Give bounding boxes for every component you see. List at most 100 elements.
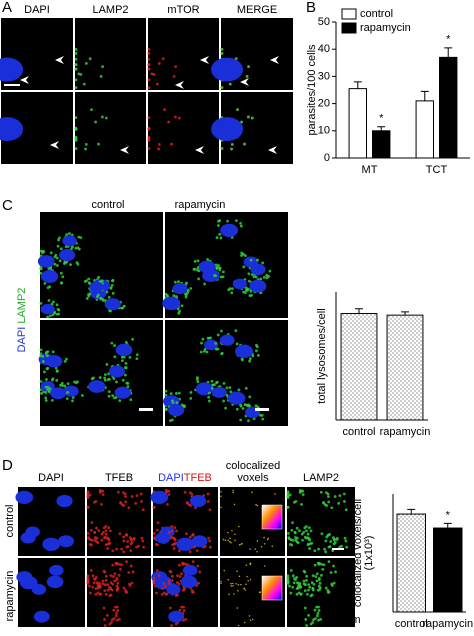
speckle: [104, 373, 107, 377]
speckle: [66, 391, 70, 394]
speckle: [234, 533, 236, 535]
speckle: [107, 526, 111, 530]
speckle: [239, 418, 243, 422]
speckle: [211, 383, 215, 387]
speckle: [233, 503, 236, 506]
speckle: [222, 270, 225, 274]
speckle: [172, 294, 176, 298]
speckle: [244, 386, 248, 390]
speckle: [256, 405, 260, 409]
speckle: [228, 82, 232, 86]
nucleus: [20, 532, 36, 544]
row-label: TCT: [5, 94, 27, 106]
speckle: [193, 267, 197, 271]
nucleus: [212, 386, 227, 398]
speckle: [175, 593, 179, 597]
speckle: [84, 147, 87, 151]
speckle: [165, 407, 168, 411]
speckle: [271, 545, 274, 547]
bar: [396, 513, 426, 613]
speckle: [121, 378, 125, 382]
speckle: [75, 380, 79, 384]
speckle: [318, 586, 322, 590]
speckle: [110, 588, 114, 592]
speckle: [316, 614, 319, 618]
row-label: MT: [5, 20, 21, 32]
speckle: [74, 246, 78, 250]
speckle: [235, 407, 239, 411]
y-tick-label: 0: [324, 152, 330, 164]
significance: *: [446, 34, 451, 46]
speckle: [129, 398, 133, 402]
micrograph: [86, 487, 151, 556]
speckle: [180, 572, 183, 576]
speckle: [302, 530, 306, 534]
y-axis-label: (1x10³): [363, 536, 375, 571]
speckle: [166, 502, 169, 506]
speckle: [73, 380, 76, 384]
speckle: [130, 581, 134, 585]
speckle: [150, 72, 154, 76]
channel-label: mTOR: [167, 4, 199, 16]
speckle: [232, 489, 234, 492]
speckle: [205, 350, 209, 354]
speckle: [255, 503, 257, 506]
speckle: [85, 297, 89, 300]
speckle: [333, 495, 337, 498]
speckle: [122, 586, 126, 590]
speckle: [344, 508, 348, 512]
speckle: [86, 531, 90, 535]
speckle: [318, 581, 322, 585]
speckle: [327, 533, 330, 537]
speckle: [217, 264, 220, 267]
speckle: [215, 265, 219, 269]
speckle: [191, 560, 195, 564]
channel-label: DAPI: [24, 4, 50, 16]
speckle: [207, 391, 211, 395]
speckle: [247, 580, 250, 582]
speckle: [246, 575, 248, 578]
speckle: [286, 494, 290, 497]
speckle: [124, 495, 127, 499]
speckle: [85, 279, 88, 283]
speckle: [117, 573, 121, 577]
speckle: [316, 588, 320, 592]
speckle: [141, 508, 145, 512]
micrograph: [74, 18, 146, 90]
speckle: [182, 605, 185, 609]
channel-label: DAPITFEB: [158, 472, 212, 484]
speckle: [293, 500, 296, 504]
speckle: [55, 369, 59, 373]
speckle: [237, 624, 240, 627]
nucleus: [89, 281, 104, 293]
speckle: [256, 540, 259, 542]
speckle: [184, 562, 188, 566]
x-tick-label: rapamycin: [422, 618, 473, 630]
nucleus: [155, 532, 171, 544]
speckle: [98, 376, 102, 379]
speckle: [104, 578, 108, 582]
speckle: [147, 127, 151, 131]
speckle: [237, 589, 239, 592]
nucleus: [195, 382, 214, 396]
arrowhead: [20, 76, 29, 84]
speckle: [126, 545, 130, 549]
speckle: [111, 563, 115, 567]
speckle: [109, 593, 113, 597]
speckle: [239, 404, 243, 408]
speckle: [87, 281, 91, 285]
speckle: [314, 575, 318, 578]
nucleus: [232, 278, 247, 290]
colormap-inset: [261, 575, 283, 601]
speckle: [46, 385, 50, 389]
speckle: [229, 537, 231, 540]
speckle: [65, 397, 69, 401]
speckle: [206, 492, 210, 496]
speckle: [218, 268, 222, 272]
stain-label: DAPI LAMP2: [16, 288, 28, 353]
speckle: [248, 294, 252, 297]
speckle: [303, 589, 307, 593]
speckle: [97, 142, 100, 146]
speckle: [147, 86, 151, 89]
speckle: [184, 618, 188, 621]
